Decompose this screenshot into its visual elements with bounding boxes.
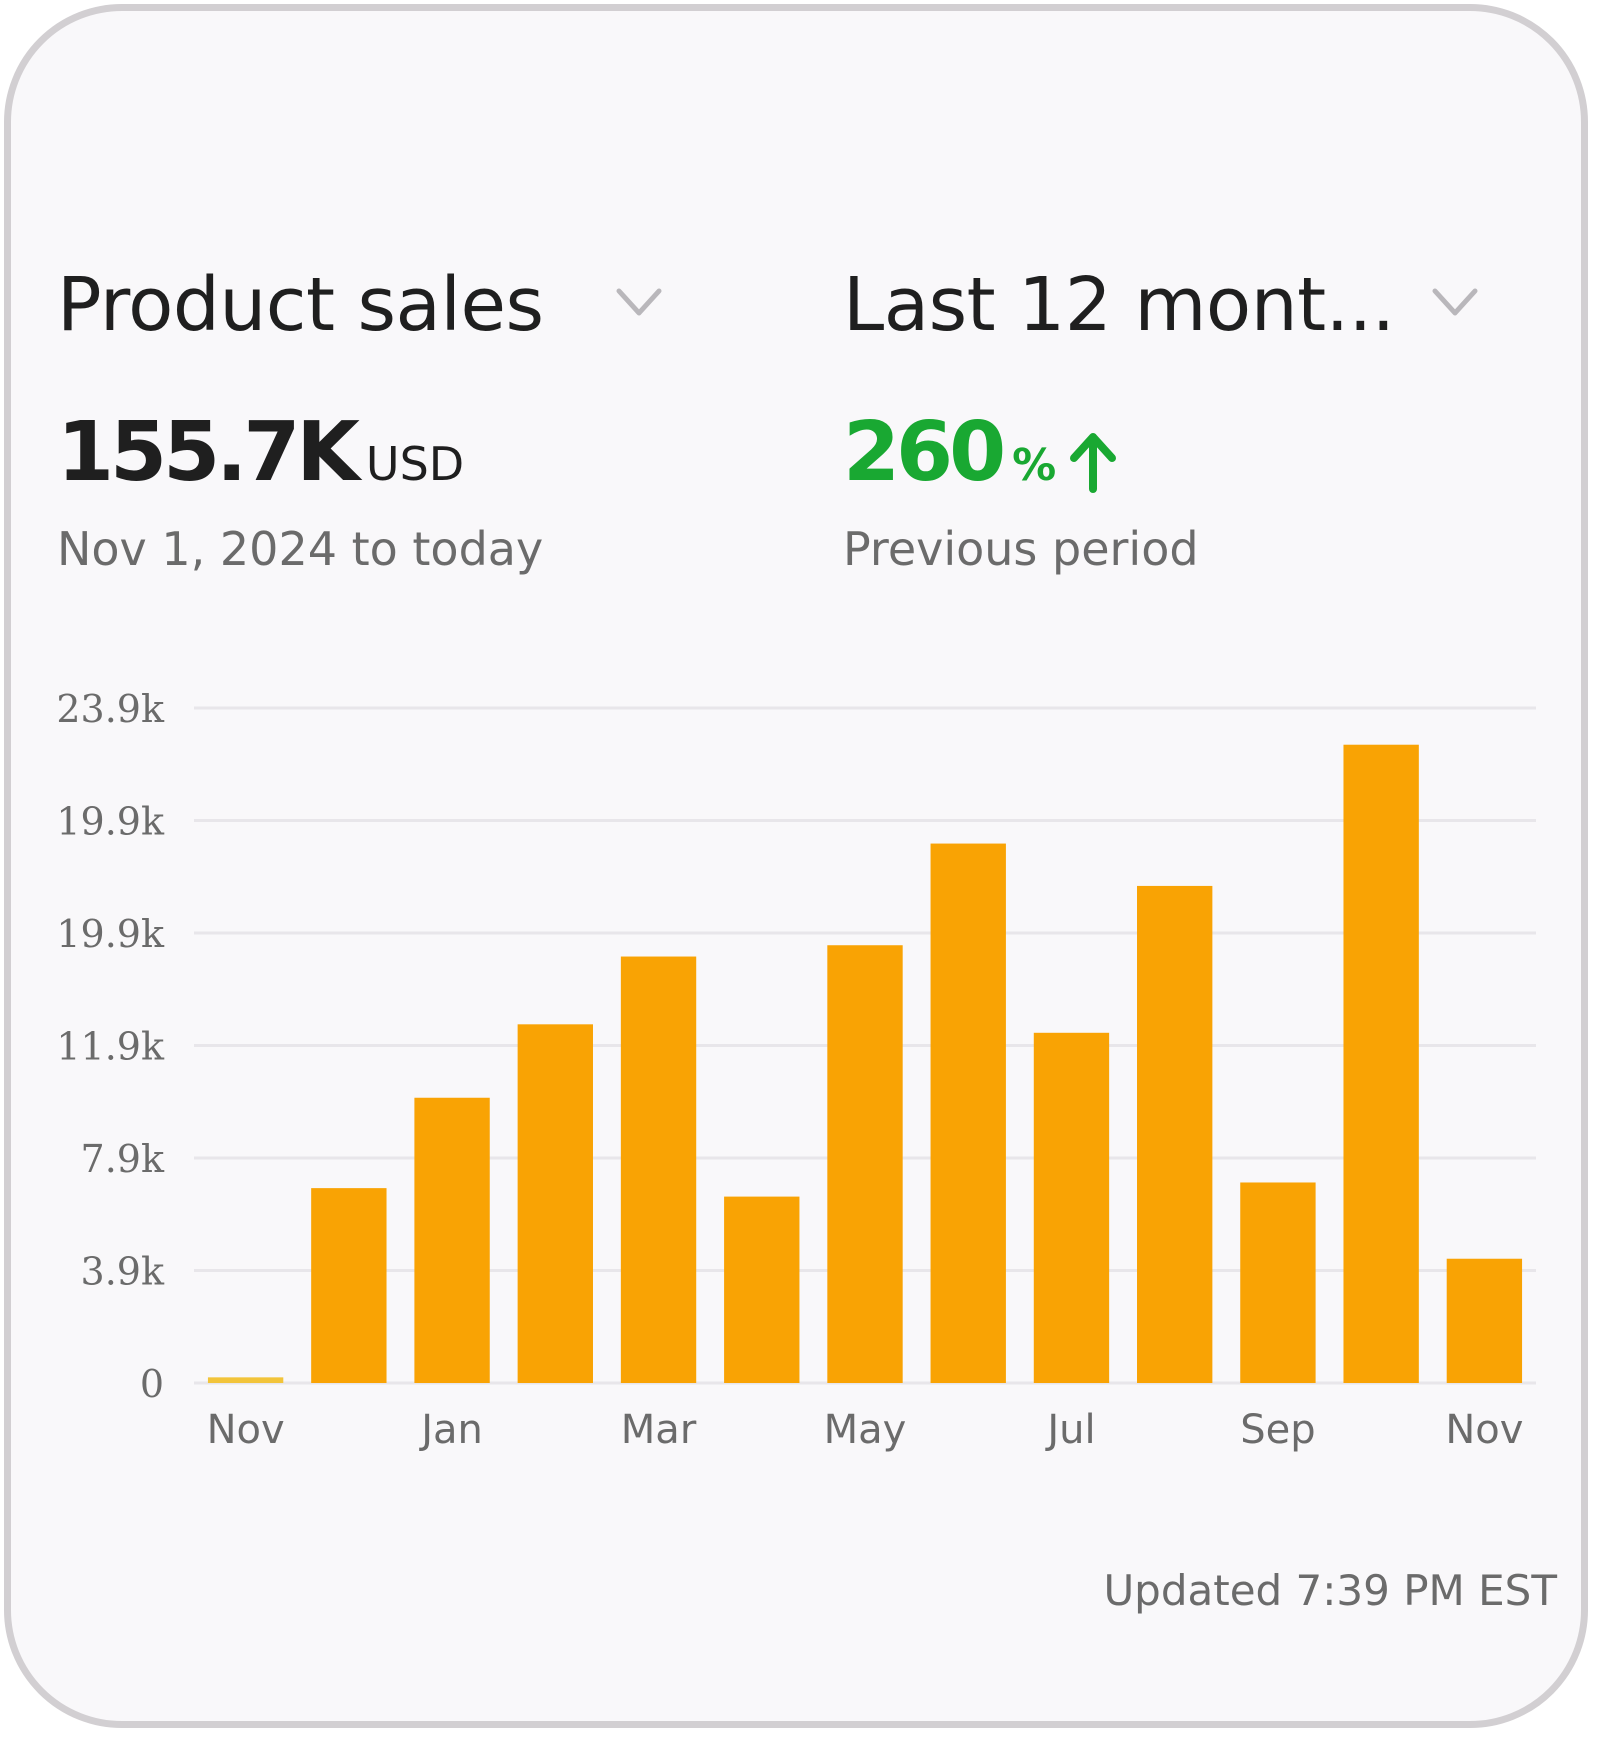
bars [207,744,1523,1383]
arrow-up-icon [1070,433,1117,493]
metric-dropdown-label[interactable]: Product sales [57,262,544,348]
change-value: 260 [843,405,1006,500]
y-tick-label: 0 [140,1362,164,1406]
x-tick-label: Mar [621,1407,697,1453]
y-tick-label: 23.9k [56,687,165,731]
date-range-caption: Nov 1, 2024 to today [57,522,544,576]
bar-oct-11[interactable] [1343,744,1419,1383]
y-tick-label: 11.9k [56,1025,165,1069]
bar-aug-9[interactable] [1137,885,1213,1383]
total-sales-value: 155.7K [57,405,360,500]
y-tick-label: 19.9k [56,800,165,844]
y-tick-label: 19.9k [56,912,165,956]
chevron-down-icon[interactable] [1429,283,1481,323]
bar-jan-2[interactable] [414,1097,490,1383]
bar-dec-1[interactable] [311,1188,387,1383]
x-axis-ticks: Nov Jan Mar May Jul Sep Nov [207,1407,1524,1453]
x-tick-label: Nov [207,1407,285,1453]
change-unit: % [1012,440,1057,491]
bar-nov-0[interactable] [207,1377,284,1383]
x-tick-label: Jan [418,1407,483,1453]
comparison-caption: Previous period [843,522,1199,576]
x-tick-label: Sep [1240,1407,1315,1453]
bar-apr-5[interactable] [724,1196,800,1383]
change-metric: 260 % [843,403,1120,503]
bar-nov-12[interactable] [1446,1258,1523,1383]
total-sales-unit: USD [365,437,465,491]
chevron-down-icon[interactable] [613,283,665,323]
bar-chart: 0 3.9k 7.9k 11.9k 19.9k 19.9k 23.9k Nov Jan Mar M… [56,687,1536,1453]
period-dropdown-label[interactable]: Last 12 mont... [843,262,1395,348]
bar-jun-7[interactable] [930,843,1006,1383]
bar-may-6[interactable] [827,945,903,1383]
x-tick-label: May [824,1407,907,1453]
x-tick-label: Jul [1044,1407,1095,1453]
x-tick-label: Nov [1445,1407,1523,1453]
y-tick-label: 3.9k [81,1250,165,1294]
y-axis-ticks: 0 3.9k 7.9k 11.9k 19.9k 19.9k 23.9k [56,687,165,1406]
bar-mar-4[interactable] [620,956,697,1383]
sales-card: Product sales Last 12 mont... 155.7K USD… [4,4,1588,1728]
bar-feb-3[interactable] [517,1024,593,1383]
y-tick-label: 7.9k [81,1137,165,1181]
bar-jul-8[interactable] [1033,1032,1110,1383]
bar-sep-10[interactable] [1240,1182,1316,1383]
updated-timestamp: Updated 7:39 PM EST [1103,1566,1557,1615]
total-sales: 155.7K USD [57,403,464,503]
